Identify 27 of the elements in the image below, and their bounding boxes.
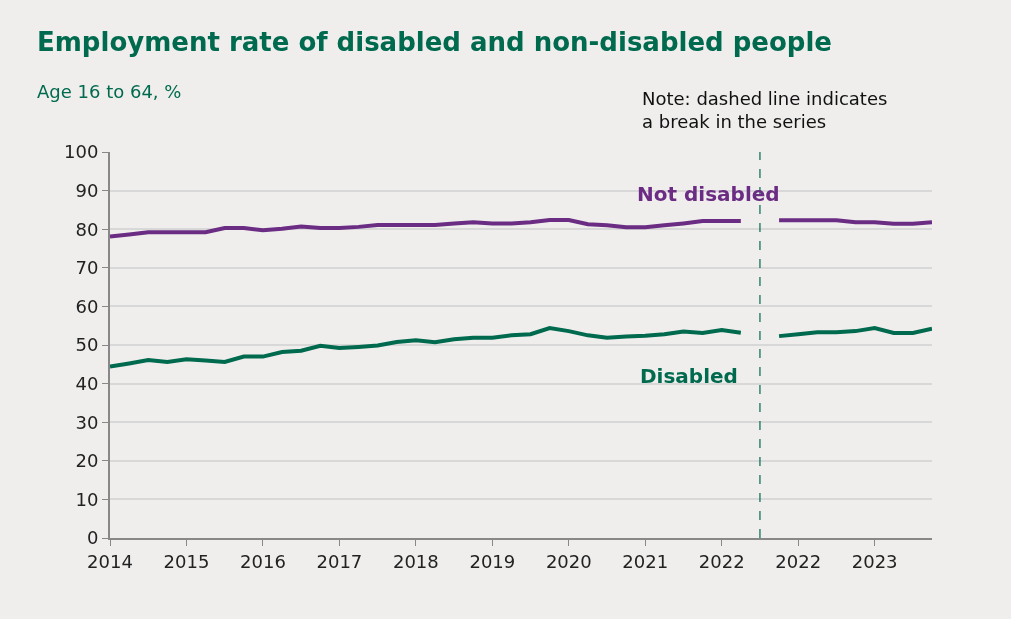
y-tick-label: 0 <box>86 527 99 549</box>
chart-subtitle: Age 16 to 64, % <box>37 81 182 102</box>
y-tick-label: 60 <box>75 295 99 317</box>
x-tick-label: 2014 <box>87 550 133 572</box>
y-tick-label: 90 <box>75 179 99 201</box>
x-tick-label: 2018 <box>392 550 439 572</box>
x-tick-label: 2020 <box>545 550 592 572</box>
x-tick-label: 2016 <box>240 550 286 572</box>
chart-title: Employment rate of disabled and non-disabled people <box>37 27 832 57</box>
y-tick-label: 10 <box>75 488 99 510</box>
y-tick-label: 50 <box>75 334 99 356</box>
x-tick-label: 2021 <box>622 550 669 572</box>
x-tick-label: 2022 <box>775 550 822 572</box>
x-tick-label: 2022 <box>698 550 745 572</box>
y-tick-label: 40 <box>75 372 99 394</box>
y-tick-label: 100 <box>64 141 99 163</box>
y-tick-label: 80 <box>75 218 99 240</box>
y-tick-label: 70 <box>75 257 99 279</box>
series-label: Disabled <box>640 364 738 388</box>
text: Note: dashed line indicates a break in the series <box>642 88 888 133</box>
x-tick-label: 2017 <box>316 550 363 572</box>
x-tick-label: 2015 <box>163 550 210 572</box>
y-tick-label: 30 <box>75 411 99 433</box>
y-tick-label: 20 <box>75 450 99 472</box>
x-tick-label: 2019 <box>469 550 516 572</box>
series-label: Not disabled <box>637 182 780 206</box>
x-tick-label: 2023 <box>851 550 898 572</box>
